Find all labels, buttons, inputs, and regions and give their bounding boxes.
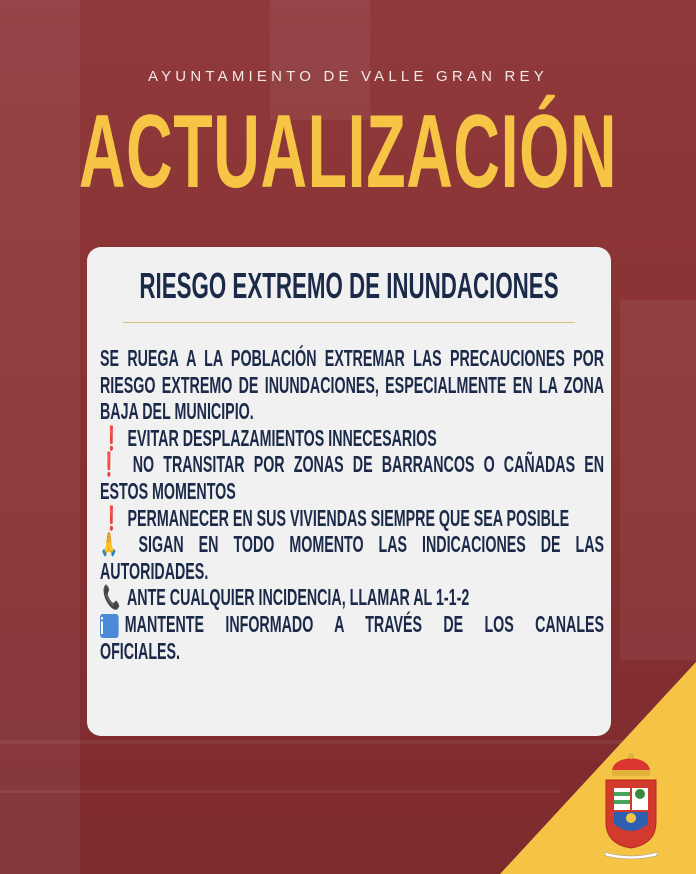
alert-line: i MANTENTE INFORMADO A TRAVÉS DE LOS CANA…	[100, 611, 604, 638]
line-text: PERMANECER EN SUS VIVIENDAS SIEMPRE QUE …	[127, 504, 570, 531]
line-text: AUTORIDADES.	[100, 557, 209, 584]
line-text: ANTE CUALQUIER INCIDENCIA, LLAMAR AL 1-1…	[126, 584, 470, 611]
alert-line: AUTORIDADES.	[100, 558, 604, 585]
alert-line: SE RUEGA A LA POBLACIÓN EXTREMAR LAS PRE…	[100, 345, 604, 372]
line-text: SE RUEGA A LA POBLACIÓN EXTREMAR LAS PRE…	[100, 345, 605, 371]
line-text: OFICIALES.	[100, 637, 181, 664]
alert-line: ❗ NO TRANSITAR POR ZONAS DE BARRANCOS O …	[100, 451, 604, 478]
alert-line: BAJA DEL MUNICIPIO.	[100, 398, 604, 425]
line-text: SIGAN EN TODO MOMENTO LAS INDICACIONES D…	[138, 531, 605, 558]
line-text: ESTOS MOMENTOS	[100, 477, 236, 504]
headline: ACTUALIZACIÓN	[78, 94, 618, 210]
alert-line: RIESGO EXTREMO DE INUNDACIONES, ESPECIAL…	[100, 372, 604, 399]
alert-line: ❗ PERMANECER EN SUS VIVIENDAS SIEMPRE QU…	[100, 505, 604, 532]
alert-line: OFICIALES.	[100, 638, 604, 665]
line-text: EVITAR DESPLAZAMIENTOS INNECESARIOS	[127, 424, 437, 451]
coat-of-arms-logo	[603, 753, 659, 860]
divider	[123, 322, 575, 323]
card-title: RIESGO EXTREMO DE INUNDACIONES	[139, 265, 559, 306]
line-text: NO TRANSITAR POR ZONAS DE BARRANCOS O CA…	[132, 451, 605, 478]
alert-line: ❗ EVITAR DESPLAZAMIENTOS INNECESARIOS	[100, 425, 604, 452]
exclamation-icon: ❗	[102, 424, 121, 451]
alert-card: RIESGO EXTREMO DE INUNDACIONES SE RUEGA …	[87, 247, 611, 736]
info-icon: i	[100, 613, 119, 638]
alert-line: ESTOS MOMENTOS	[100, 478, 604, 505]
line-text: BAJA DEL MUNICIPIO.	[100, 398, 254, 425]
line-text: MANTENTE INFORMADO A TRAVÉS DE LOS CANAL…	[124, 610, 605, 637]
phone-icon: 📞	[102, 584, 121, 611]
praying-hands-icon: 🙏	[100, 531, 118, 558]
alert-body: SE RUEGA A LA POBLACIÓN EXTREMAR LAS PRE…	[100, 345, 604, 664]
alert-line: 📞 ANTE CUALQUIER INCIDENCIA, LLAMAR AL 1…	[100, 584, 604, 611]
organization-name: AYUNTAMIENTO DE VALLE GRAN REY	[148, 68, 548, 85]
exclamation-icon: ❗	[102, 504, 121, 531]
line-text: RIESGO EXTREMO DE INUNDACIONES, ESPECIAL…	[100, 371, 605, 398]
alert-line: 🙏 SIGAN EN TODO MOMENTO LAS INDICACIONES…	[100, 531, 604, 558]
exclamation-icon: ❗	[100, 451, 118, 478]
